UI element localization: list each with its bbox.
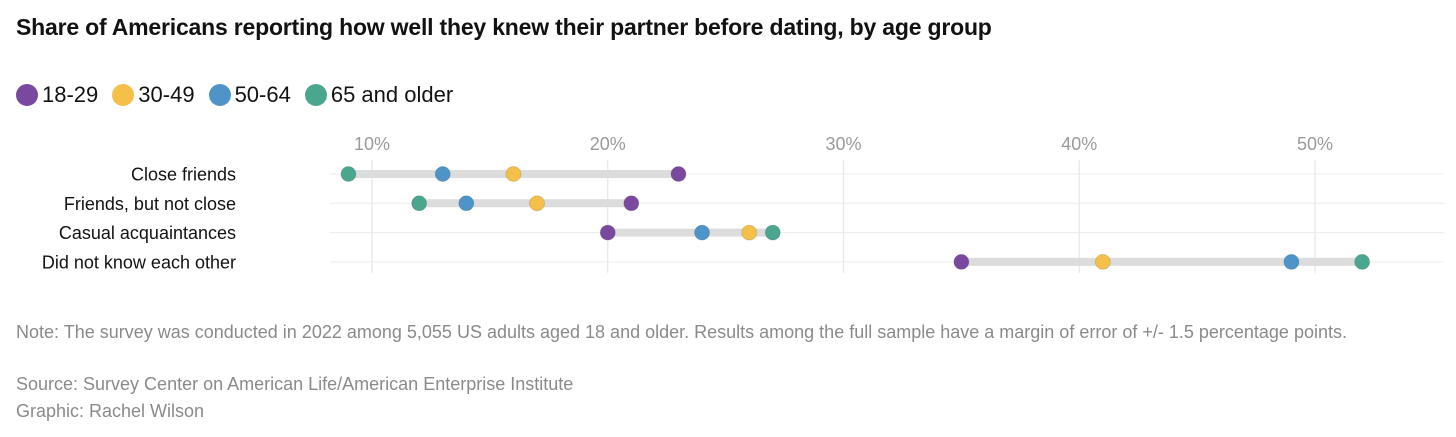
category-label: Did not know each other xyxy=(42,252,236,272)
legend-swatch-65-and-older xyxy=(304,84,327,106)
x-tick-label: 30% xyxy=(825,134,861,154)
legend-label-30-49: 30-49 xyxy=(138,82,195,107)
data-point xyxy=(505,166,522,182)
legend-swatch-50-64 xyxy=(208,84,231,106)
legend-item-65-and-older: 65 and older xyxy=(304,82,454,108)
data-point xyxy=(1283,253,1300,270)
data-point xyxy=(741,224,758,241)
legend-item-30-49: 30-49 xyxy=(112,82,195,108)
data-point xyxy=(1354,253,1371,270)
source-line: Source: Survey Center on American Life/A… xyxy=(16,374,574,394)
x-tick-label: 10% xyxy=(354,134,390,154)
data-point xyxy=(434,166,451,182)
dot-range-chart: 10% 20% 30% 40% 50% Close friends Friends, but… xyxy=(42,134,1444,273)
legend-label-50-64: 50-64 xyxy=(234,82,291,107)
legend-label-18-29: 18-29 xyxy=(42,82,99,107)
legend: 18-29 30-49 50-64 65 and older xyxy=(16,82,467,108)
credit-line: Graphic: Rachel Wilson xyxy=(16,401,205,421)
legend-swatch-18-29 xyxy=(16,84,38,106)
legend-item-18-29: 18-29 xyxy=(16,82,98,108)
legend-item-50-64: 50-64 xyxy=(208,82,291,108)
data-point xyxy=(529,195,546,212)
data-point xyxy=(340,166,357,182)
category-label: Casual acquaintances xyxy=(59,223,236,243)
data-point xyxy=(1094,253,1111,270)
legend-label-65-and-older: 65 and older xyxy=(330,82,454,107)
data-point xyxy=(694,224,711,241)
x-tick-label: 50% xyxy=(1297,134,1333,154)
data-point xyxy=(599,224,616,241)
chart-title: Share of Americans reporting how well th… xyxy=(16,14,992,40)
x-tick-label: 40% xyxy=(1061,134,1097,154)
data-point xyxy=(458,195,475,212)
footnote: Note: The survey was conducted in 2022 a… xyxy=(16,322,1347,342)
data-point xyxy=(764,224,781,241)
x-tick-label: 20% xyxy=(590,134,626,154)
data-point xyxy=(411,195,428,212)
data-point xyxy=(623,195,640,212)
data-point xyxy=(670,166,687,182)
category-label: Friends, but not close xyxy=(64,194,236,214)
legend-swatch-30-49 xyxy=(112,84,135,106)
data-point xyxy=(953,253,970,270)
category-label: Close friends xyxy=(131,165,236,185)
